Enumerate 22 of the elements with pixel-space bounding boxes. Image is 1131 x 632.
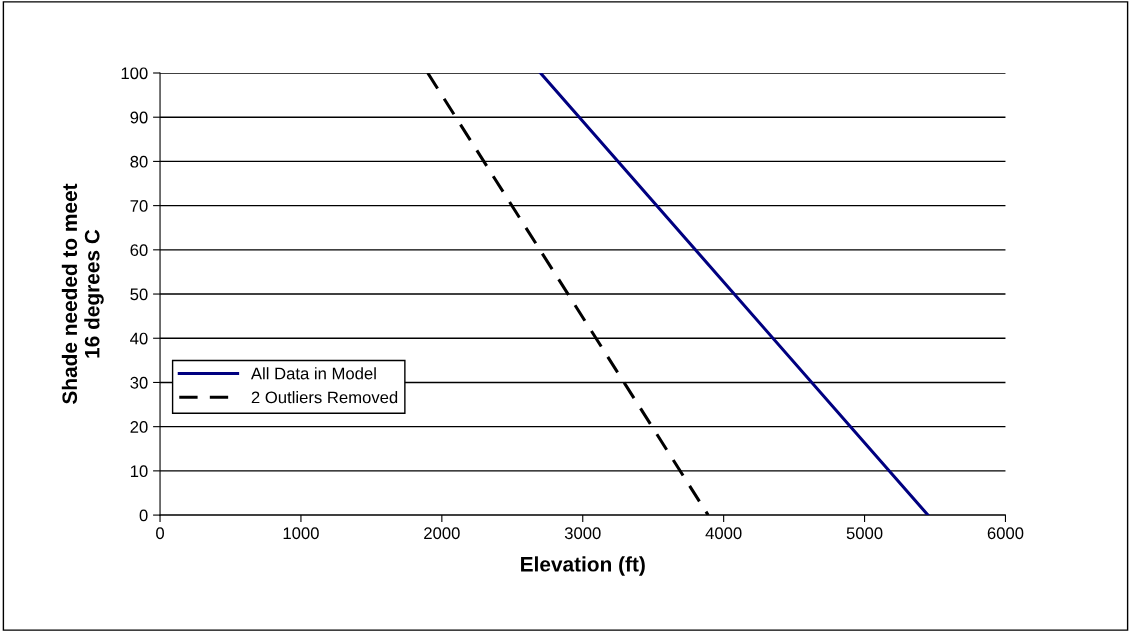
y-axis-title: Shade needed to meet 16 degrees C [61, 183, 104, 404]
x-tick-label: 6000 [987, 527, 1024, 540]
y-tick-label: 40 [130, 332, 148, 345]
legend-label: All Data in Model [250, 367, 376, 380]
y-tick-label: 20 [130, 421, 148, 433]
x-tick-label: 2000 [424, 527, 460, 540]
y-tick-label: 50 [130, 288, 148, 301]
y-tick-label: 10 [130, 465, 148, 478]
legend-label: 2 Outliers Removed [251, 391, 398, 404]
x-tick-label: 5000 [846, 527, 883, 540]
y-tick-label: 70 [130, 200, 148, 212]
x-tick-label: 3000 [564, 527, 601, 540]
y-tick-label: 90 [130, 111, 148, 124]
y-tick-label: 100 [121, 67, 148, 80]
x-tick-label: 0 [156, 527, 165, 540]
y-tick-label: 30 [130, 376, 148, 389]
y-tick-label: 60 [130, 244, 148, 257]
x-tick-label: 1000 [283, 527, 319, 540]
x-tick-label: 4000 [705, 527, 742, 540]
y-tick-label: 0 [139, 509, 148, 522]
x-axis-title: Elevation (ft) [521, 556, 645, 576]
y-tick-label: 80 [130, 155, 148, 168]
